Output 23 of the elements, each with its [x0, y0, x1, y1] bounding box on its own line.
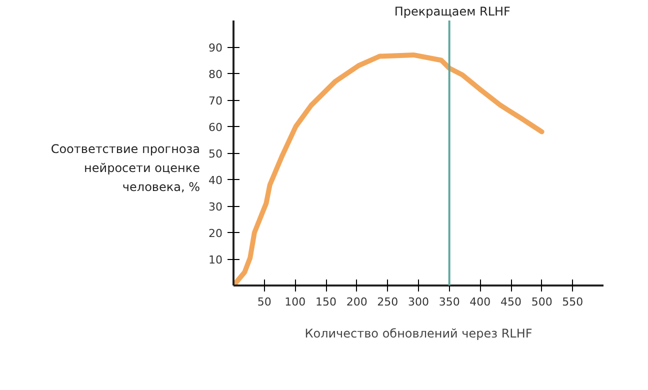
y-tick-label: 50 — [208, 148, 223, 160]
y-tick-label: 30 — [208, 200, 223, 214]
x-tick-label: 500 — [531, 296, 552, 308]
x-tick-label: 550 — [562, 296, 584, 308]
y-tick-label: 20 — [208, 227, 223, 240]
y-tick-label: 10 — [208, 254, 223, 266]
y-tick-label: 90 — [208, 42, 223, 54]
y-axis-title: Соответствие прогноза нейросети оценке человека, % — [50, 141, 200, 196]
x-tick-label: 300 — [408, 296, 429, 308]
y-tick-label: 40 — [208, 174, 223, 187]
x-tick-label: 350 — [438, 296, 460, 308]
x-tick-label: 100 — [284, 296, 306, 308]
x-tick-label: 250 — [377, 296, 398, 308]
x-axis-title: Количество обновлений через RLHF — [304, 326, 532, 340]
ref-line-label: Прекращаем RLHF — [394, 4, 511, 18]
x-tick-label: 400 — [470, 296, 491, 308]
y-tick-label: 60 — [208, 121, 223, 134]
x-tick-label: 50 — [257, 296, 272, 308]
x-tick-label: 150 — [316, 296, 336, 308]
y-tick-label: 80 — [208, 68, 223, 81]
y-tick-label: 70 — [208, 94, 223, 108]
x-tick-label: 200 — [346, 296, 368, 308]
x-tick-label: 450 — [500, 296, 522, 308]
